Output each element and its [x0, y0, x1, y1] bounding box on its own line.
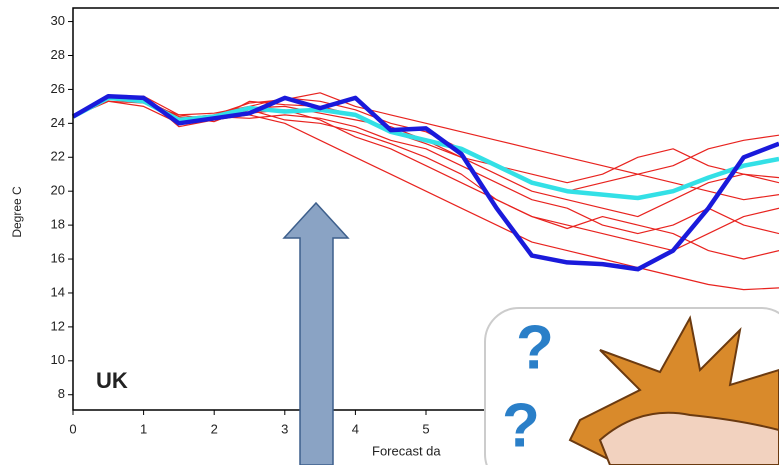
plot-area — [71, 92, 779, 291]
y-tick-label: 22 — [51, 149, 65, 164]
plot-frame — [72, 7, 779, 411]
y-tick-label: 10 — [51, 352, 65, 367]
x-tick-label: 4 — [352, 421, 359, 436]
y-tick-label: 16 — [51, 250, 65, 265]
region-label: UK — [96, 368, 128, 393]
y-tick-label: 30 — [51, 13, 65, 28]
svg-text:?: ? — [516, 313, 554, 382]
y-tick-label: 8 — [58, 386, 65, 401]
y-tick-label: 18 — [51, 217, 65, 232]
y-tick-label: 26 — [51, 81, 65, 96]
x-tick-label: 2 — [211, 421, 218, 436]
y-tick-label: 28 — [51, 47, 65, 62]
x-tick-label: 0 — [69, 421, 76, 436]
x-tick-label: 1 — [140, 421, 147, 436]
arrow — [282, 201, 350, 465]
cartoon: ? ? — [484, 307, 779, 465]
series-line — [71, 95, 779, 201]
y-tick-label: 12 — [51, 318, 65, 333]
x-tick-label: 3 — [281, 421, 288, 436]
y-tick-label: 20 — [51, 183, 65, 198]
y-tick-label: 14 — [51, 284, 65, 299]
series-line — [72, 95, 779, 252]
y-tick-label: 24 — [51, 115, 65, 130]
series-line — [72, 95, 779, 201]
x-axis-label: Forecast da — [372, 443, 441, 458]
svg-text:?: ? — [502, 391, 540, 460]
series-line — [71, 93, 779, 272]
series-line — [72, 92, 779, 175]
y-axis-label: Degree C — [10, 186, 24, 238]
x-tick-label: 5 — [422, 421, 429, 436]
